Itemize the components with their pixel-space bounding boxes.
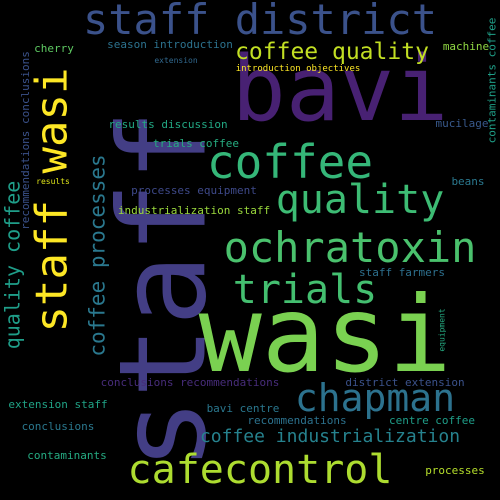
word-wasi: wasi	[198, 273, 452, 396]
word-processes-equipment: processes equipment	[131, 183, 257, 197]
word-conclusions: conclusions	[21, 419, 95, 433]
word-coffee-quality: coffee quality	[235, 38, 429, 65]
word-staff-wasi: staff wasi	[26, 67, 77, 333]
word-district-extension: district extension	[345, 375, 465, 389]
word-ochratoxin: ochratoxin	[223, 223, 477, 272]
word-mucilage: mucilage	[435, 116, 489, 130]
word-cherry: cherry	[34, 41, 74, 55]
word-equipment: equipment	[437, 308, 447, 352]
word-centre-coffee: centre coffee	[388, 413, 476, 427]
word-trials: trials	[232, 267, 378, 313]
word-conclusions-recommendations: conclusions recommendations	[100, 375, 280, 389]
word-beans: beans	[451, 174, 485, 188]
word-staff-farmers: staff farmers	[358, 265, 446, 279]
word-recommendations: recommendations	[247, 413, 347, 427]
word-coffee-industrialization: coffee industrialization	[199, 426, 461, 447]
word-quality: quality	[275, 177, 445, 223]
word-industrialization-staff: industrialization staff	[117, 203, 271, 217]
word-extension: extension	[154, 56, 198, 65]
word-extension-staff: extension staff	[8, 397, 108, 411]
word-bavi: bavi	[231, 37, 449, 142]
word-introduction-objectives: introduction objectives	[235, 63, 361, 74]
word-coffee-processes: coffee processes	[85, 153, 110, 357]
word-recommendations-conclusions: recommendations conclusions	[18, 50, 32, 230]
word-coffee: coffee	[206, 135, 374, 189]
word-chapman: chapman	[294, 376, 456, 420]
word-results-discussion: results discussion	[108, 117, 228, 131]
word-machine: machine	[442, 39, 490, 53]
word-bavi-centre: bavi centre	[206, 401, 280, 415]
word-results: results	[36, 177, 70, 186]
word-cafecontrol: cafecontrol	[127, 447, 393, 493]
word-trials-coffee: trials coffee	[152, 136, 240, 150]
word-processes: processes	[425, 463, 485, 477]
word-contaminants: contaminants	[27, 448, 107, 462]
word-season-introduction: season introduction	[107, 37, 233, 51]
word-staff-district: staff district	[82, 0, 437, 44]
